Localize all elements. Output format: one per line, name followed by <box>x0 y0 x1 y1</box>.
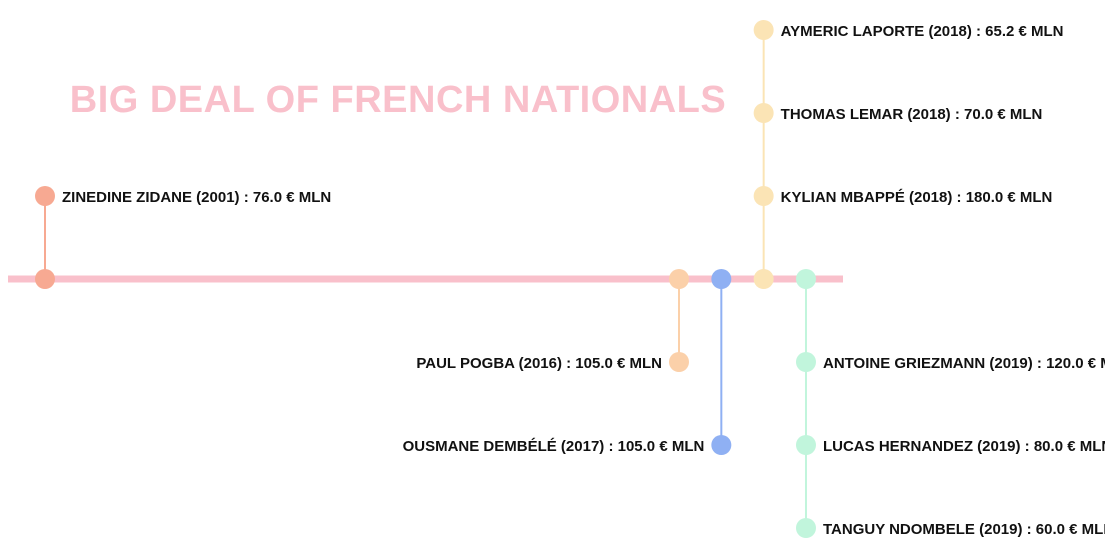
event-label: ANTOINE GRIEZMANN (2019) : 120.0 € MLN <box>823 355 1105 372</box>
event-label: ZINEDINE ZIDANE (2001) : 76.0 € MLN <box>62 189 331 206</box>
event-marker <box>795 518 816 538</box>
event-marker <box>753 186 774 206</box>
event-marker <box>35 186 55 206</box>
event-label: PAUL POGBA (2016) : 105.0 € MLN <box>416 355 662 372</box>
event-labels: ZINEDINE ZIDANE (2001) : 76.0 € MLN PAUL … <box>62 23 1105 538</box>
event-label: LUCAS HERNANDEZ (2019) : 80.0 € MLN <box>823 438 1105 455</box>
event-marker <box>669 352 689 372</box>
event-label: AYMERIC LAPORTE (2018) : 65.2 € MLN <box>781 23 1064 40</box>
event-marker <box>753 20 774 40</box>
event-markers <box>35 20 816 538</box>
axis-marker-2019 <box>795 269 816 289</box>
axis-marker-2018 <box>753 269 774 289</box>
axis-marker-2016 <box>669 269 689 289</box>
event-label: THOMAS LEMAR (2018) : 70.0 € MLN <box>781 106 1043 123</box>
event-label: TANGUY NDOMBELE (2019) : 60.0 € MLN <box>823 521 1105 538</box>
axis-marker-2001 <box>35 269 55 289</box>
event-marker <box>795 352 816 372</box>
event-marker <box>795 435 816 455</box>
event-marker <box>753 103 774 123</box>
event-stems <box>44 30 807 528</box>
axis-marker-2017 <box>711 269 732 289</box>
chart-title: BIG DEAL OF FRENCH NATIONALS <box>70 79 726 121</box>
event-label: OUSMANE DEMBÉLÉ (2017) : 105.0 € MLN <box>403 438 705 455</box>
axis-markers <box>35 269 816 289</box>
event-label: KYLIAN MBAPPÉ (2018) : 180.0 € MLN <box>781 189 1053 206</box>
event-marker <box>711 435 732 455</box>
